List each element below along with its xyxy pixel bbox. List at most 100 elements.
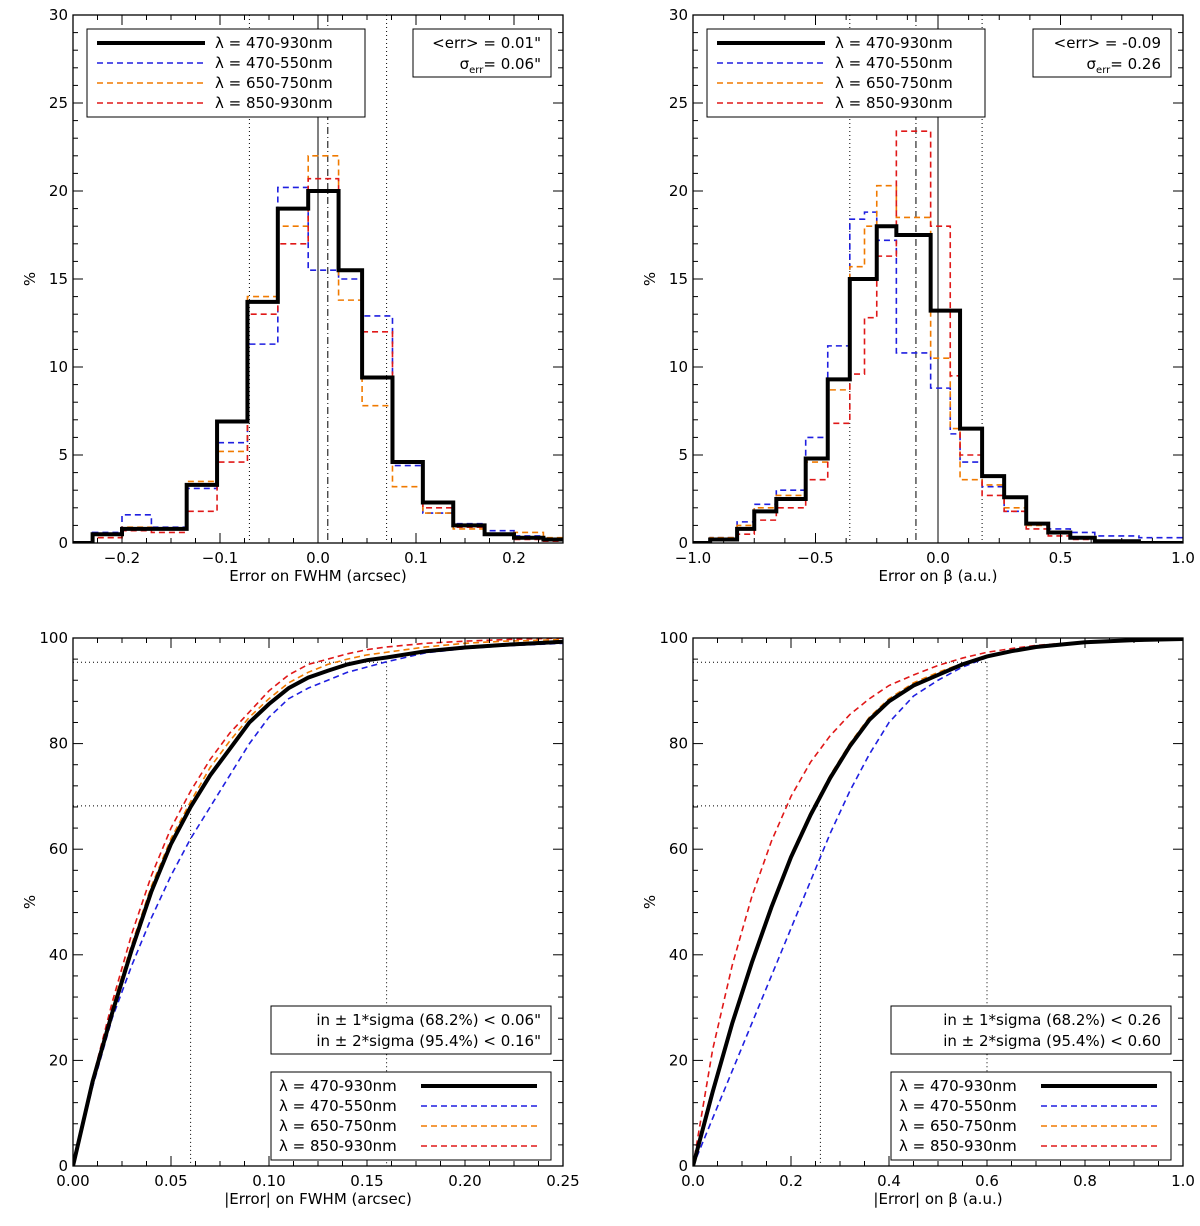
stats-frame [890, 1005, 1172, 1055]
x-tick-label: 0.05 [154, 1172, 187, 1190]
y-tick-label: 0 [678, 1157, 688, 1175]
y-tick-label: 0 [678, 534, 688, 552]
x-tick-label: −0.2 [104, 549, 140, 567]
legend-label: λ = 850-930nm [835, 94, 953, 112]
data-layer [693, 638, 1183, 1166]
y-axis-label: % [641, 272, 659, 286]
stats-frame [412, 28, 552, 78]
x-tick-label: 0.1 [404, 549, 428, 567]
stats-box: <err> = 0.01" σerr= 0.06" [412, 28, 552, 78]
x-axis-label: Error on FWHM (arcsec) [229, 567, 407, 585]
y-axis-label: % [21, 895, 39, 909]
sigma-value: = 0.26 [1110, 55, 1161, 73]
stats-box: in ± 1*sigma (68.2%) < 0.06" in ± 2*sigma… [270, 1005, 552, 1055]
y-tick-label: 80 [49, 735, 68, 753]
y-tick-label: 5 [678, 446, 688, 464]
legend-label: λ = 650-750nm [835, 74, 953, 92]
legend-label: λ = 470-550nm [215, 54, 333, 72]
x-tick-label: 0.25 [546, 1172, 579, 1190]
y-tick-label: 80 [669, 735, 688, 753]
legend-label: λ = 470-930nm [835, 34, 953, 52]
y-axis-label: % [21, 272, 39, 286]
y-tick-label: 20 [49, 182, 68, 200]
legend-label: λ = 470-550nm [279, 1097, 397, 1115]
y-tick-label: 40 [49, 946, 68, 964]
data-layer [73, 638, 563, 1166]
x-tick-label: 1.0 [1171, 549, 1195, 567]
panel-p2: −1.0 −0.5 0.0 0.5 1.0 0 5 10 15 20 25 30 Error on β … [641, 6, 1195, 585]
series-line-all [73, 189, 563, 543]
stat-two-sigma: in ± 2*sigma (95.4%) < 0.60 [943, 1032, 1161, 1050]
stats-box: <err> = -0.09 σerr= 0.26 [1032, 28, 1172, 78]
x-axis-label: |Error| on FWHM (arcsec) [224, 1190, 412, 1208]
y-tick-label: 0 [58, 1157, 68, 1175]
y-tick-label: 100 [39, 629, 68, 647]
stat-sigma: σerr= 0.26 [1087, 55, 1161, 76]
sigma-value: = 0.06" [483, 55, 541, 73]
y-tick-label: 20 [669, 182, 688, 200]
sigma-symbol: σ [1087, 55, 1097, 73]
x-tick-label: 0.2 [779, 1172, 803, 1190]
legend-label: λ = 650-750nm [215, 74, 333, 92]
y-tick-label: 40 [669, 946, 688, 964]
legend-label: λ = 650-750nm [899, 1117, 1017, 1135]
legend-label: λ = 650-750nm [279, 1117, 397, 1135]
legend: λ = 470-930nm λ = 470-550nm λ = 650-750nm λ… [86, 28, 366, 118]
legend-label: λ = 470-550nm [835, 54, 953, 72]
stats-frame [1032, 28, 1172, 78]
legend-label: λ = 470-930nm [899, 1077, 1017, 1095]
series-line-blue [73, 642, 563, 1166]
x-tick-label: 0.8 [1073, 1172, 1097, 1190]
x-axis-label: Error on β (a.u.) [878, 567, 997, 585]
y-tick-label: 100 [659, 629, 688, 647]
panel-p3: 0.00 0.05 0.10 0.15 0.20 0.25 0 20 40 60 80 100 |Err… [21, 629, 580, 1208]
x-tick-label: 1.0 [1171, 1172, 1195, 1190]
y-tick-label: 25 [49, 94, 68, 112]
legend-label: λ = 470-930nm [279, 1077, 397, 1095]
x-tick-label: −1.0 [675, 549, 711, 567]
series-line-all [73, 639, 563, 1166]
y-tick-label: 20 [49, 1051, 68, 1069]
y-tick-label: 30 [49, 6, 68, 24]
y-tick-label: 20 [669, 1051, 688, 1069]
legend: λ = 470-930nm λ = 470-550nm λ = 650-750nm λ… [890, 1071, 1172, 1161]
y-tick-label: 5 [58, 446, 68, 464]
y-axis-label: % [641, 895, 659, 909]
x-tick-label: 0.15 [350, 1172, 383, 1190]
legend-label: λ = 470-550nm [899, 1097, 1017, 1115]
sigma-subscript: err [469, 65, 484, 76]
y-tick-label: 10 [669, 358, 688, 376]
stat-one-sigma: in ± 1*sigma (68.2%) < 0.06" [316, 1011, 541, 1029]
x-tick-label: 0.10 [252, 1172, 285, 1190]
legend-label: λ = 470-930nm [215, 34, 333, 52]
legend-label: λ = 850-930nm [215, 94, 333, 112]
y-tick-label: 0 [58, 534, 68, 552]
panel-p1: −0.2 −0.1 0.0 0.1 0.2 0 5 10 15 20 25 30 Error on FW… [21, 6, 564, 585]
y-tick-label: 60 [669, 840, 688, 858]
x-tick-label: 0.0 [681, 1172, 705, 1190]
x-tick-label: −0.5 [797, 549, 833, 567]
legend: λ = 470-930nm λ = 470-550nm λ = 650-750nm λ… [706, 28, 986, 118]
stat-mean: <err> = 0.01" [432, 34, 541, 52]
sigma-symbol: σ [460, 55, 470, 73]
series-line-red [73, 638, 563, 1166]
x-tick-label: 0.0 [306, 549, 330, 567]
x-tick-label: 0.6 [975, 1172, 999, 1190]
stats-box: in ± 1*sigma (68.2%) < 0.26 in ± 2*sigma … [890, 1005, 1172, 1055]
x-tick-label: 0.20 [448, 1172, 481, 1190]
y-tick-label: 10 [49, 358, 68, 376]
x-tick-label: 0.4 [877, 1172, 901, 1190]
series-line-all [693, 224, 1183, 543]
sigma-subscript: err [1096, 65, 1111, 76]
stat-mean: <err> = -0.09 [1054, 34, 1161, 52]
panel-p4: 0.0 0.2 0.4 0.6 0.8 1.0 0 20 40 60 80 100 |Error| on… [641, 629, 1195, 1208]
x-tick-label: 0.2 [502, 549, 526, 567]
series-line-all [693, 638, 1183, 1166]
x-axis-label: |Error| on β (a.u.) [873, 1190, 1002, 1208]
stat-sigma: σerr= 0.06" [460, 55, 541, 76]
x-tick-label: 0.00 [56, 1172, 89, 1190]
legend-label: λ = 850-930nm [279, 1137, 397, 1155]
y-tick-label: 15 [669, 270, 688, 288]
